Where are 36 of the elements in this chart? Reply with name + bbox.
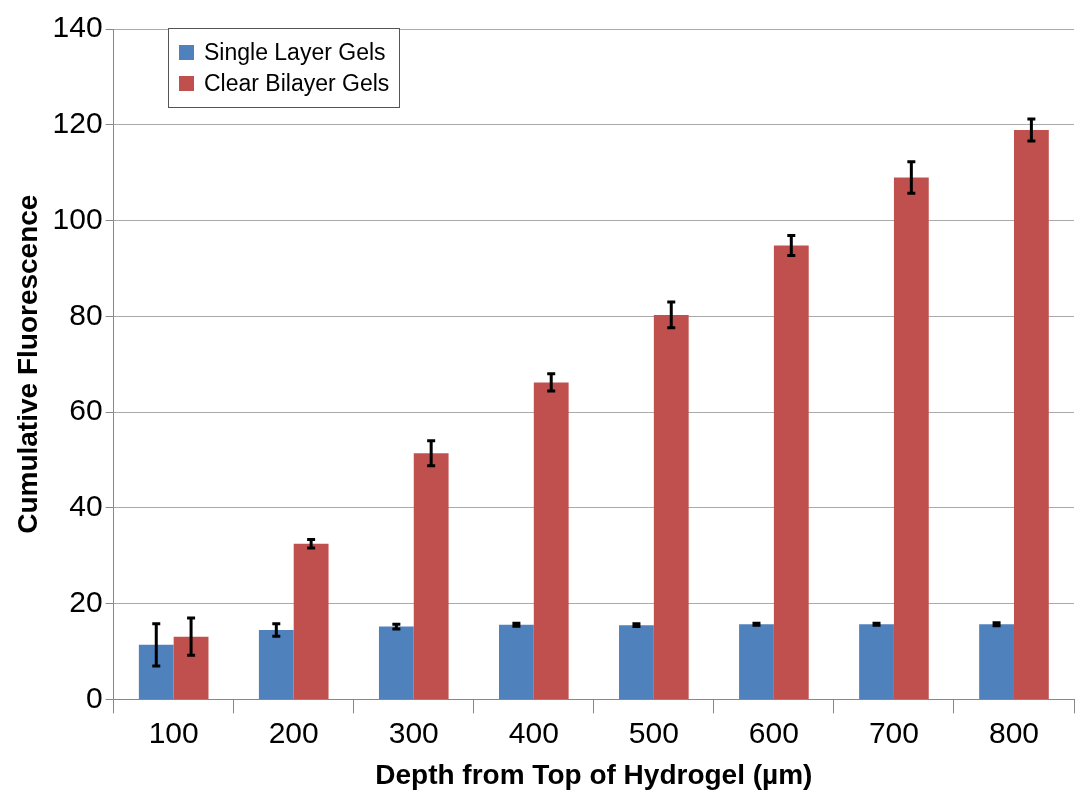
bar <box>413 453 449 699</box>
bar <box>893 177 929 699</box>
x-tick-label: 600 <box>748 715 799 749</box>
bar <box>1013 130 1049 699</box>
y-tick-label: 140 <box>52 10 103 44</box>
legend-label: Clear Bilayer Gels <box>204 70 390 97</box>
bar <box>773 245 809 699</box>
bar <box>653 314 689 699</box>
bar <box>293 543 329 699</box>
y-tick-label: 20 <box>69 584 103 618</box>
y-tick-label: 100 <box>52 201 103 235</box>
x-axis-title: Depth from Top of Hydrogel (µm) <box>375 758 813 790</box>
y-tick-label: 40 <box>69 489 103 523</box>
x-tick-label: 400 <box>508 715 559 749</box>
x-tick-label: 700 <box>868 715 919 749</box>
bar <box>533 382 569 699</box>
bar <box>498 624 534 699</box>
x-tick-label: 500 <box>628 715 679 749</box>
bar <box>173 636 209 699</box>
x-tick-label: 300 <box>388 715 439 749</box>
x-tick-label: 200 <box>268 715 319 749</box>
bar <box>378 626 414 699</box>
y-tick-label: 0 <box>85 680 103 714</box>
y-tick-label: 80 <box>69 297 103 331</box>
legend-label: Single Layer Gels <box>204 39 386 66</box>
bar <box>739 624 774 699</box>
bar <box>619 625 654 699</box>
y-tick-label: 120 <box>52 106 103 140</box>
y-axis-title: Cumulative Fluorescence <box>11 194 43 534</box>
x-tick-label: 100 <box>148 715 199 749</box>
x-tick-label: 800 <box>988 715 1040 749</box>
y-tick-label: 60 <box>69 393 103 427</box>
bar <box>859 624 894 699</box>
bar <box>138 644 174 699</box>
bar <box>258 629 294 699</box>
bar <box>979 624 1014 699</box>
